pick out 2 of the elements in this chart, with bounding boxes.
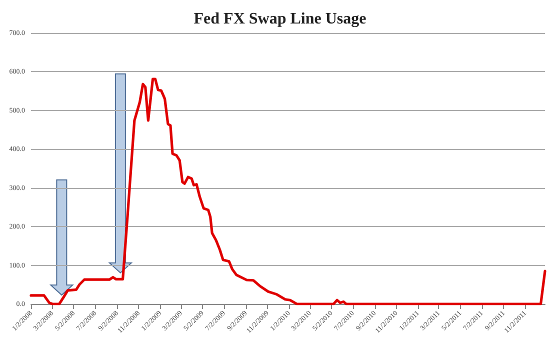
chart-title: Fed FX Swap Line Usage <box>194 10 366 28</box>
line-series <box>30 78 546 306</box>
